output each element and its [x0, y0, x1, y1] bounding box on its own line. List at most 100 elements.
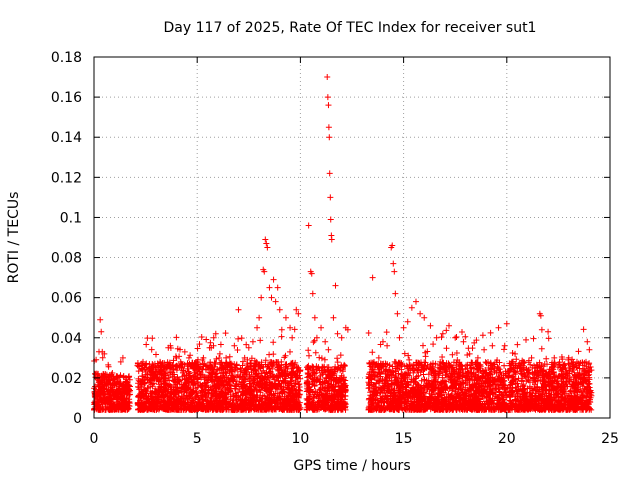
- y-tick-label: 0.16: [51, 90, 82, 106]
- data-point: [278, 326, 285, 333]
- x-tick-label: 20: [498, 431, 516, 447]
- data-point: [206, 344, 213, 351]
- data-point: [427, 322, 434, 329]
- data-point: [326, 170, 333, 177]
- x-tick-label: 10: [291, 431, 309, 447]
- data-point: [528, 354, 535, 361]
- data-point: [538, 326, 545, 333]
- data-point: [466, 350, 473, 357]
- dense-scatter-cloud: [91, 326, 595, 413]
- data-point: [327, 216, 334, 223]
- data-point: [344, 326, 351, 333]
- data-point: [107, 384, 114, 391]
- data-point: [439, 330, 446, 337]
- data-point: [98, 328, 105, 335]
- data-point: [181, 348, 188, 355]
- data-point: [313, 334, 320, 341]
- data-point: [326, 134, 333, 141]
- data-point: [274, 284, 281, 291]
- data-point: [537, 312, 544, 319]
- data-point: [258, 294, 265, 301]
- data-point: [289, 334, 296, 341]
- y-tick-label: 0: [73, 411, 82, 427]
- x-tick-label: 0: [90, 431, 99, 447]
- data-point: [212, 330, 219, 337]
- data-point: [327, 194, 334, 201]
- data-point: [390, 260, 397, 267]
- data-point: [503, 320, 510, 327]
- data-point: [501, 342, 508, 349]
- data-point: [557, 364, 564, 371]
- data-point: [421, 314, 428, 321]
- data-point: [249, 338, 256, 345]
- scatter-points: [93, 74, 593, 401]
- data-point: [95, 370, 102, 377]
- data-point: [481, 346, 488, 353]
- data-point: [111, 376, 118, 383]
- data-point: [332, 282, 339, 289]
- data-point: [474, 354, 481, 361]
- data-point: [417, 310, 424, 317]
- y-tick-label: 0.14: [51, 130, 82, 146]
- data-point: [369, 274, 376, 281]
- data-point: [495, 324, 502, 331]
- x-tick-label: 15: [395, 431, 413, 447]
- x-tick-label: 5: [193, 431, 202, 447]
- data-point: [520, 358, 527, 365]
- data-point: [262, 236, 269, 243]
- data-point: [396, 334, 403, 341]
- data-point: [138, 378, 145, 385]
- data-point: [325, 124, 332, 131]
- data-point: [330, 314, 337, 321]
- x-tick-label: 25: [601, 431, 619, 447]
- data-point: [231, 342, 238, 349]
- data-point: [375, 354, 382, 361]
- data-point: [194, 358, 201, 365]
- data-point: [446, 322, 453, 329]
- data-point: [580, 366, 587, 373]
- data-point: [379, 338, 386, 345]
- data-point: [103, 378, 110, 385]
- data-point: [573, 358, 580, 365]
- data-point: [334, 330, 341, 337]
- y-tick-label: 0.1: [60, 210, 82, 226]
- data-point: [210, 334, 217, 341]
- data-point: [152, 374, 159, 381]
- data-point: [308, 270, 315, 277]
- data-point: [282, 314, 289, 321]
- data-point: [167, 342, 174, 349]
- data-point: [400, 324, 407, 331]
- data-point: [124, 394, 131, 401]
- data-point: [216, 350, 223, 357]
- data-point: [489, 342, 496, 349]
- data-point: [270, 276, 277, 283]
- data-point: [264, 244, 271, 251]
- data-point: [161, 370, 168, 377]
- data-point: [324, 74, 331, 81]
- y-tick-label: 0.12: [51, 170, 82, 186]
- grid-lines: [94, 57, 610, 418]
- y-tick-label: 0.18: [51, 50, 82, 66]
- data-point: [241, 354, 248, 361]
- data-point: [325, 102, 332, 109]
- data-point: [97, 316, 104, 323]
- data-point: [318, 324, 325, 331]
- data-point: [391, 268, 398, 275]
- plot-frame: [93, 56, 611, 419]
- data-point: [144, 370, 151, 377]
- data-point: [394, 310, 401, 317]
- data-point: [404, 318, 411, 325]
- data-point: [384, 342, 391, 349]
- data-point: [305, 222, 312, 229]
- data-point: [433, 334, 440, 341]
- data-point: [328, 236, 335, 243]
- data-point: [565, 354, 572, 361]
- data-point: [190, 364, 197, 371]
- data-point: [460, 338, 467, 345]
- data-point: [392, 290, 399, 297]
- data-point: [408, 304, 415, 311]
- data-point: [266, 284, 273, 291]
- data-point: [324, 94, 331, 101]
